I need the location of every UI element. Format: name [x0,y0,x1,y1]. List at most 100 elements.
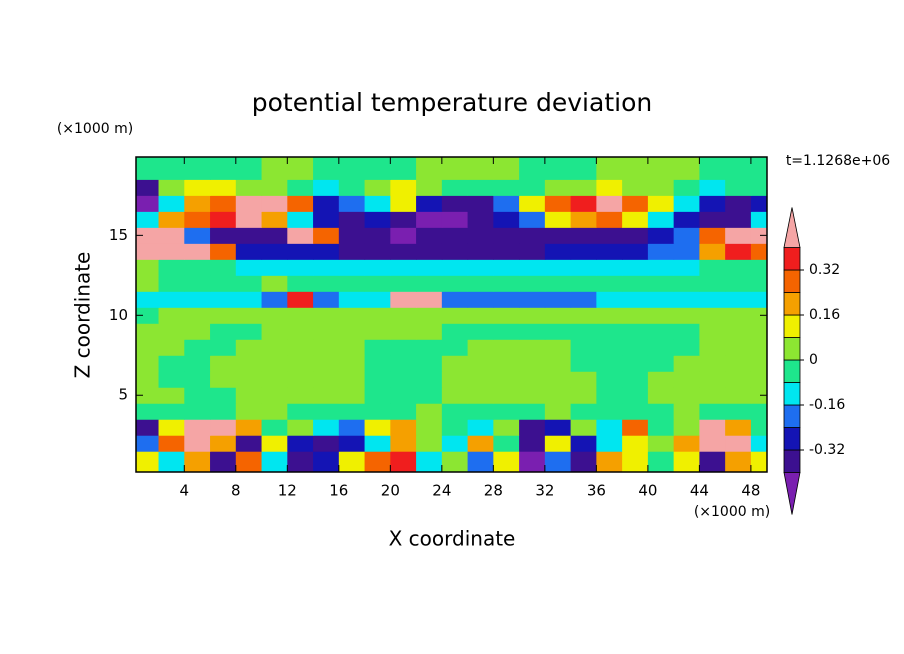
contour-cell [441,323,469,340]
contour-cell [596,157,623,180]
x-tick-label: 4 [180,482,190,500]
contour-cell [750,451,768,473]
contour-cell [158,157,185,180]
contour-cell [338,195,366,212]
contour-cell [287,451,314,473]
contour-cell [287,259,314,276]
contour-cell [158,403,185,420]
contour-cell [570,435,597,452]
contour-cell [235,419,263,436]
contour-cell [699,419,726,436]
contour-cell [647,275,675,292]
contour-cell [493,435,520,452]
contour-cell [364,355,391,372]
contour-cell [287,355,314,372]
x-tick-label: 36 [587,482,606,500]
contour-cell [519,339,546,356]
contour-cell [467,307,494,324]
contour-cell [622,419,649,436]
contour-cell [390,435,417,452]
contour-cell [493,307,520,324]
contour-cell [338,387,366,404]
contour-cell [493,227,520,244]
contour-cell [338,243,366,260]
contour-cell [699,195,726,212]
contour-cell [136,371,160,388]
contour-cell [647,211,675,228]
chart-title: potential temperature deviation [252,88,652,117]
contour-cell [235,323,263,340]
contour-cell [596,227,623,244]
contour-cell [544,403,572,420]
contour-cell [287,371,314,388]
plot-frame [135,156,768,473]
contour-cell [416,371,443,388]
contour-cell [313,211,340,228]
contour-cell [622,243,649,260]
contour-cell [519,451,546,473]
contour-cell [390,323,417,340]
contour-cell [261,243,288,260]
contour-cell [390,419,417,436]
contour-cell [570,259,597,276]
contour-cell [338,275,366,292]
contour-cell [210,211,237,228]
contour-cell [261,211,288,228]
contour-cell [570,323,597,340]
contour-cell [158,355,185,372]
contour-cell [750,291,768,308]
contour-cell [261,419,288,436]
contour-cell [184,323,211,340]
contour-cell [235,291,263,308]
contour-cell [390,339,417,356]
contour-cell [467,259,494,276]
contour-cell [261,275,288,292]
contour-cell [313,259,340,276]
contour-cell [158,451,185,473]
contour-cell [647,307,675,324]
contour-cell [699,339,726,356]
contour-cell [544,211,572,228]
contour-cell [467,157,494,180]
contour-cell [364,387,391,404]
contour-cell [158,243,185,260]
contour-cell [416,195,443,212]
contour-cell [210,435,237,452]
contour-cell [416,403,443,420]
contour-cell [519,387,546,404]
contour-cell [544,307,572,324]
contour-cell [647,243,675,260]
contour-cell [390,211,417,228]
x-tick-label: 28 [484,482,503,500]
contour-cell [338,451,366,473]
contour-cell [519,403,546,420]
contour-cell [261,227,288,244]
contour-cell [390,243,417,260]
contour-cell [210,157,237,180]
contour-cell [261,403,288,420]
contour-cell [493,419,520,436]
contour-cell [544,355,572,372]
contour-cell [441,419,469,436]
contour-cell [261,451,288,473]
contour-cell [441,195,469,212]
contour-cell [647,227,675,244]
colorbar-band [783,337,801,361]
contour-cell [441,355,469,372]
contour-cell [673,371,700,388]
contour-cell [210,355,237,372]
colorbar-tick-label: 0 [809,352,818,368]
contour-cell [287,339,314,356]
contour-cell [390,195,417,212]
contour-cell [364,275,391,292]
contour-cell [338,435,366,452]
contour-cell [416,451,443,473]
contour-cell [570,211,597,228]
contour-cell [235,211,263,228]
contour-cell [596,339,623,356]
contour-cell [338,371,366,388]
contour-cell [519,211,546,228]
contour-cell [364,195,391,212]
contour-cell [519,227,546,244]
